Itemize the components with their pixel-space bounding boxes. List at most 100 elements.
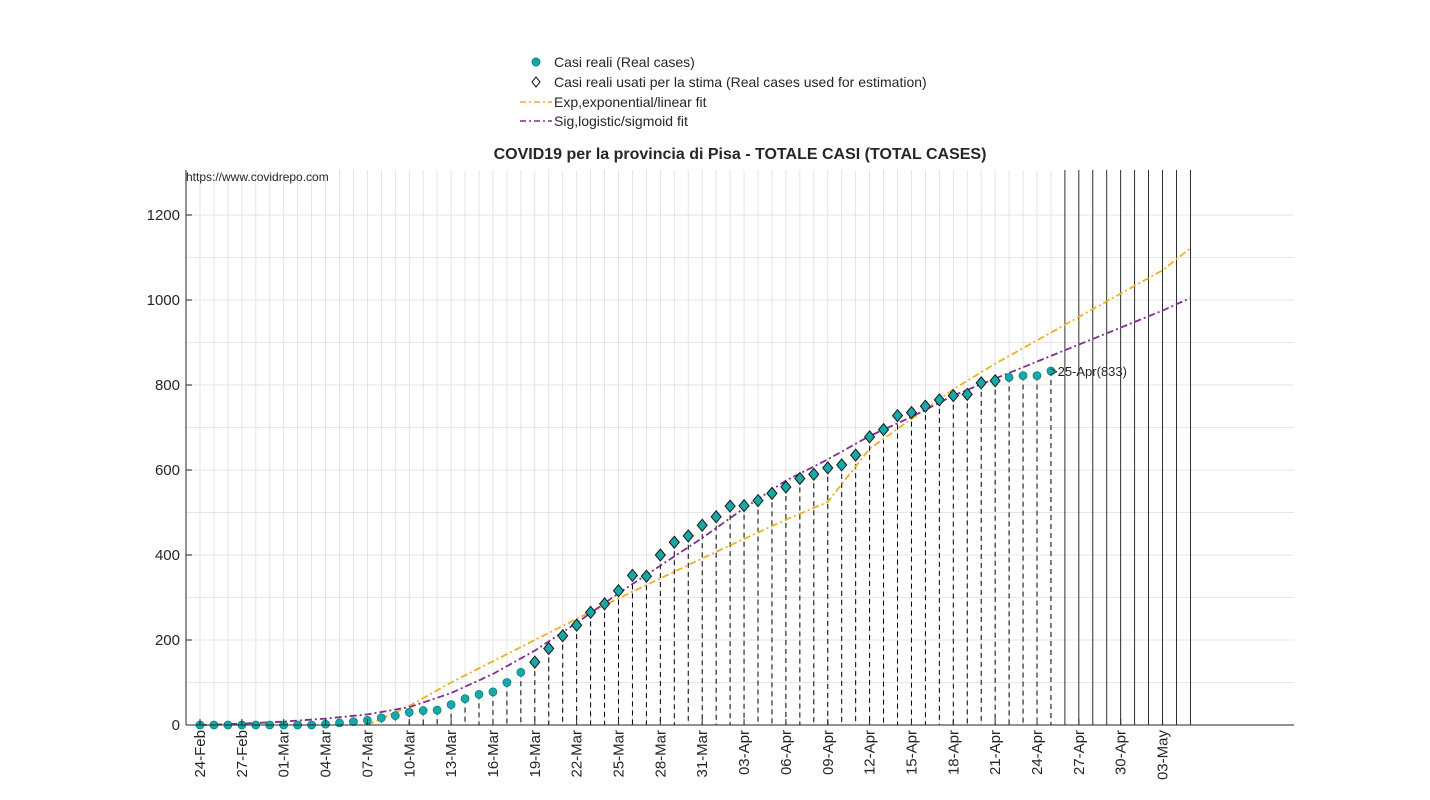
estimation-point	[752, 493, 764, 508]
source-url: https://www.covidrepo.com	[186, 170, 329, 184]
estimation-point	[836, 458, 848, 472]
y-tick-label: 1200	[147, 207, 180, 224]
x-tick-label: 09-Apr	[820, 730, 837, 775]
estimation-point	[640, 569, 653, 584]
data-point	[460, 694, 470, 704]
estimation-point	[570, 618, 583, 632]
data-point	[1004, 372, 1014, 382]
data-point	[488, 687, 498, 697]
x-tick-label: 24-Feb	[192, 730, 209, 778]
estimation-point	[780, 480, 792, 494]
estimation-point	[710, 509, 722, 524]
x-tick-label: 03-May	[1155, 730, 1172, 781]
estimation-point	[947, 388, 959, 403]
estimation-point	[961, 387, 973, 402]
estimation-point	[766, 486, 778, 501]
data-point	[474, 690, 484, 699]
x-tick-label: 16-Mar	[485, 730, 502, 778]
estimation-point	[612, 583, 625, 598]
x-tick-label: 19-Mar	[527, 730, 544, 778]
labels: COVID19 per la provincia di Pisa - TOTAL…	[186, 146, 1127, 379]
x-tick-label: 27-Feb	[234, 730, 251, 778]
last-point-annotation: >25-Apr(833)	[1050, 364, 1127, 379]
estimation-point	[654, 548, 667, 562]
data-point	[432, 705, 442, 715]
data-point	[1046, 366, 1056, 376]
estimation-point	[696, 518, 708, 533]
data-point	[390, 711, 400, 721]
estimation-point	[584, 605, 597, 620]
x-tick-label: 18-Apr	[945, 730, 962, 775]
y-tick-label: 200	[155, 632, 180, 649]
estimation-point	[933, 393, 946, 407]
x-tick-label: 27-Apr	[1071, 730, 1088, 775]
estimation-point	[989, 373, 1001, 388]
data-point	[335, 718, 344, 728]
y-tick-label: 400	[155, 547, 180, 564]
estimation-point	[919, 399, 932, 414]
legend-marker-estimation-cases	[531, 76, 541, 88]
x-tick-label: 10-Mar	[401, 730, 418, 778]
legend-marker-real-cases	[531, 57, 541, 67]
x-tick-label: 22-Mar	[569, 730, 586, 778]
axes: 0 200 400 600 800 1000 1200 24-Feb 27-Feb 01-Mar 0…	[147, 170, 1294, 780]
data-point	[349, 717, 358, 726]
x-tick-label: 28-Mar	[652, 730, 669, 778]
x-tick-label: 30-Apr	[1113, 730, 1130, 775]
x-tick-label: 07-Mar	[359, 730, 376, 778]
x-tick-label: 24-Apr	[1029, 730, 1046, 775]
estimation-point	[794, 471, 806, 486]
y-tick-label: 600	[155, 462, 180, 479]
legend-label-sig-fit: Sig,logistic/sigmoid fit	[554, 113, 688, 129]
estimation-point	[808, 467, 820, 482]
estimation-point	[849, 448, 862, 462]
x-tick-label: 06-Apr	[778, 730, 795, 775]
x-tick-label: 03-Apr	[736, 730, 753, 775]
estimation-point	[668, 535, 680, 550]
estimation-point	[877, 422, 890, 437]
estimation-point	[557, 628, 569, 643]
estimation-point	[891, 408, 904, 423]
estimation-point	[975, 376, 987, 390]
x-tick-label: 12-Apr	[862, 730, 879, 775]
estimation-point	[822, 461, 834, 475]
data-points	[195, 366, 1056, 730]
estimation-point	[682, 529, 694, 543]
estimation-point	[724, 499, 736, 513]
data-point	[502, 678, 512, 687]
legend-label-estimation-cases: Casi reali usati per la stima (Real case…	[554, 74, 927, 90]
x-tick-label: 21-Apr	[987, 730, 1004, 775]
estimation-point	[738, 498, 750, 513]
data-point	[418, 706, 428, 715]
data-point	[376, 713, 386, 723]
data-point	[1032, 371, 1042, 381]
data-point	[446, 700, 456, 709]
y-tick-label: 0	[172, 717, 180, 734]
data-point	[1018, 371, 1028, 381]
x-tick-label: 01-Mar	[276, 730, 293, 778]
legend-label-real-cases: Casi reali (Real cases)	[554, 54, 695, 70]
estimation-point	[863, 430, 876, 444]
data-point	[404, 707, 414, 717]
estimation-point	[598, 597, 611, 611]
sig-fit-line	[199, 297, 1191, 726]
estimation-point	[626, 568, 639, 583]
chart-title: COVID19 per la provincia di Pisa - TOTAL…	[494, 146, 987, 163]
x-tick-label: 15-Apr	[903, 730, 920, 775]
exp-fit-line	[367, 247, 1191, 726]
estimation-point	[543, 641, 555, 656]
x-tick-label: 25-Mar	[611, 730, 628, 778]
legend-label-exp-fit: Exp,exponential/linear fit	[554, 94, 707, 110]
estimation-point	[905, 405, 918, 420]
y-tick-label: 800	[155, 377, 180, 394]
y-tick-label: 1000	[147, 292, 180, 309]
x-tick-label: 13-Mar	[443, 730, 460, 778]
legend: Casi reali (Real cases) Casi reali usati…	[520, 54, 927, 129]
x-tick-label: 31-Mar	[694, 730, 711, 778]
estimation-point	[529, 655, 541, 669]
fit-curves	[199, 247, 1191, 726]
x-tick-label: 04-Mar	[318, 730, 335, 778]
data-point	[516, 667, 526, 677]
